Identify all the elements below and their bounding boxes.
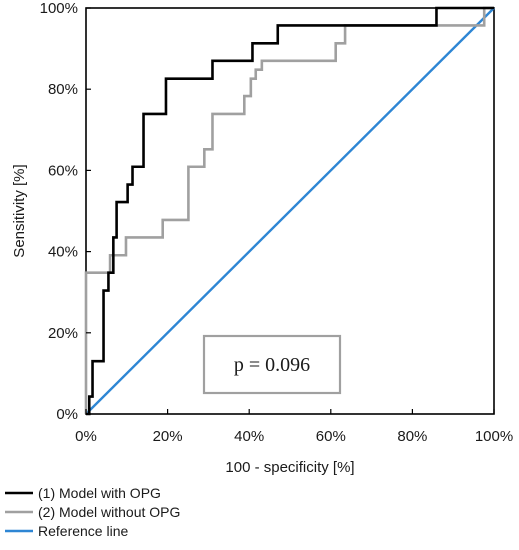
y-tick-label: 80% — [48, 81, 78, 98]
y-tick-label: 60% — [48, 162, 78, 179]
x-axis-title: 100 - specificity [%] — [225, 459, 354, 476]
p-value-annotation: p = 0.096 — [202, 334, 342, 395]
y-tick-label: 40% — [48, 244, 78, 261]
series-line-2 — [84, 6, 494, 414]
series-line-1 — [86, 6, 494, 416]
x-tick-label: 0% — [75, 428, 97, 445]
annotation-box — [202, 334, 342, 395]
series-line-3 — [85, 7, 495, 415]
legend-label-2: (2) Model without OPG — [38, 504, 180, 520]
x-tick-label: 60% — [316, 428, 346, 445]
legend-label-1: (1) Model with OPG — [38, 485, 161, 501]
legend-label-3: Reference line — [38, 523, 128, 539]
series-layer — [84, 6, 495, 416]
x-tick-label: 80% — [397, 428, 427, 445]
y-tick-label: 20% — [48, 325, 78, 342]
y-axis-title: Sensitivity [%] — [11, 164, 28, 257]
y-tick-label: 0% — [56, 406, 78, 423]
x-axis-ticks: 0% 20% 40% 60% 80% 100% — [75, 409, 513, 445]
x-tick-label: 40% — [234, 428, 264, 445]
y-tick-label: 100% — [40, 0, 78, 17]
y-axis-ticks: 0% 20% 40% 60% 80% 100% — [40, 0, 91, 423]
annotation-text: p = 0.096 — [234, 354, 310, 376]
x-tick-label: 100% — [475, 428, 513, 445]
legend: (1) Model with OPG (2) Model without OPG R… — [5, 485, 180, 539]
x-tick-label: 20% — [153, 428, 183, 445]
